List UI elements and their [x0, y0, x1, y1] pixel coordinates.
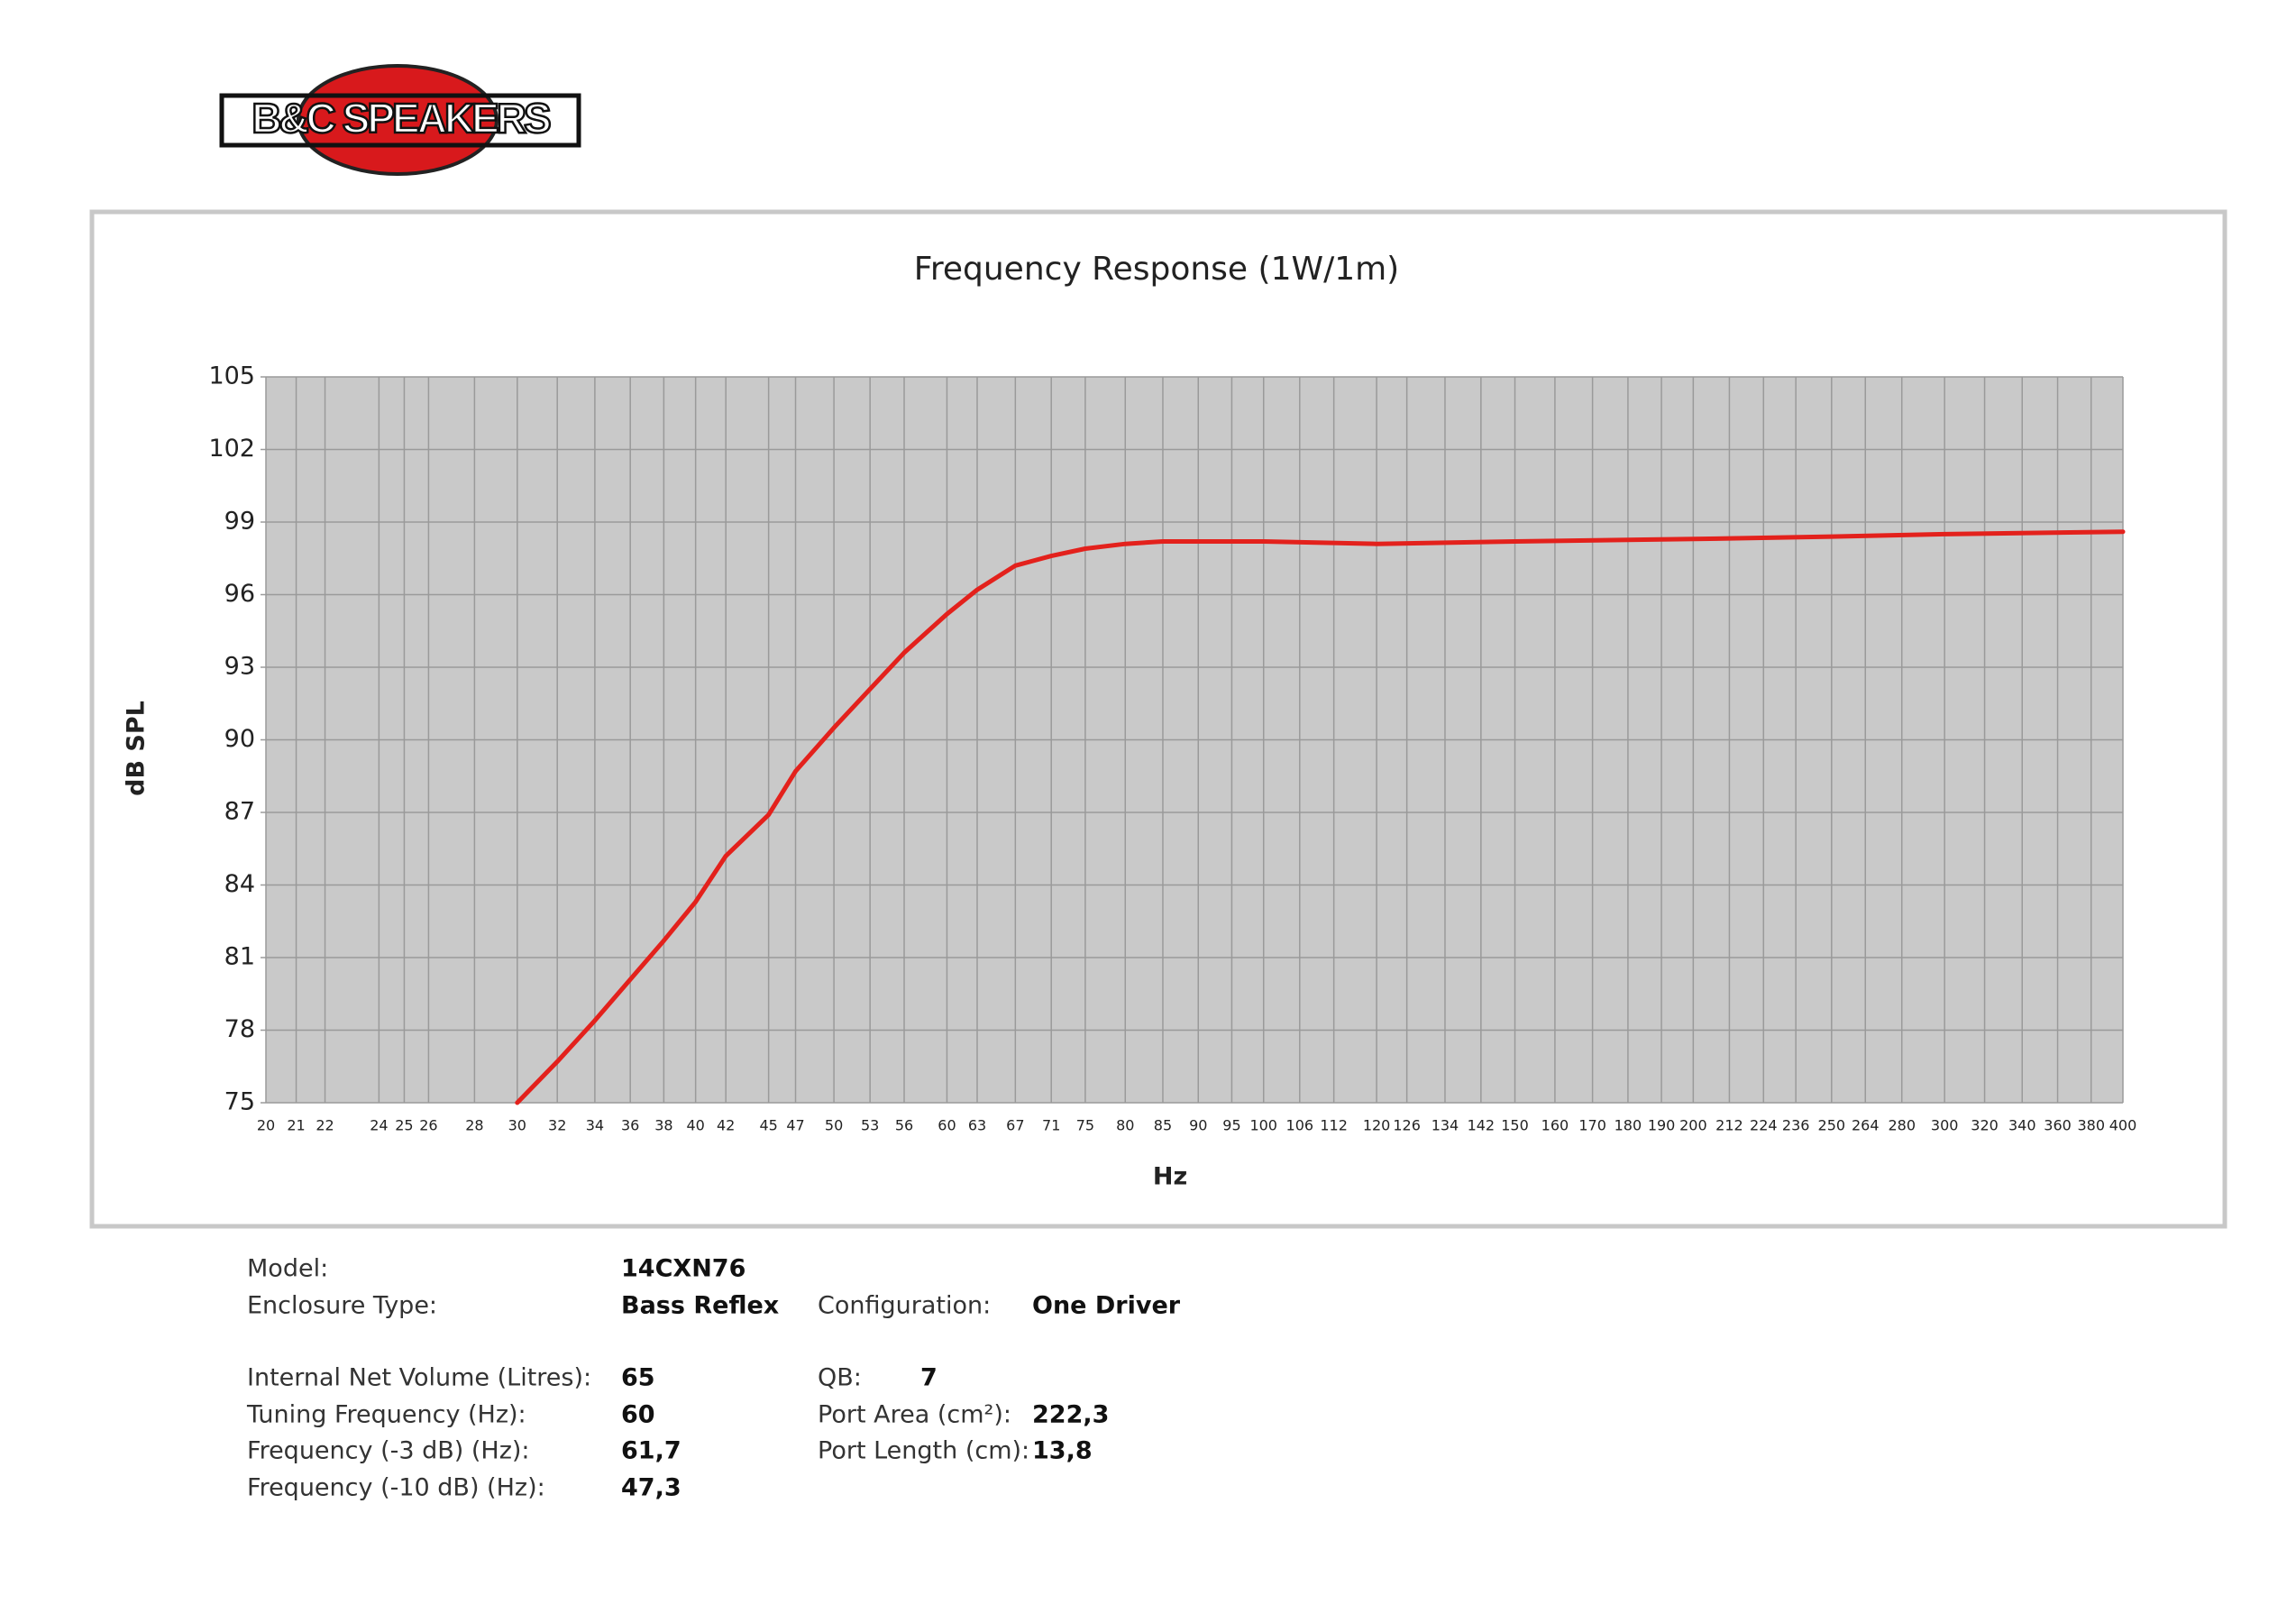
y-tick-label: 87	[224, 798, 255, 826]
x-tick-label: 200	[1679, 1117, 1707, 1134]
x-tick-label: 250	[1818, 1117, 1846, 1134]
spec-label: Frequency (-10 dB) (Hz):	[247, 1474, 545, 1502]
x-tick-label: 180	[1615, 1117, 1642, 1134]
x-tick-label: 300	[1931, 1117, 1959, 1134]
spec-label: Model:	[247, 1255, 328, 1283]
logo-text: B&C SPEAKERS	[252, 95, 550, 142]
x-tick-label: 150	[1501, 1117, 1529, 1134]
x-tick-label: 42	[717, 1117, 735, 1134]
x-axis-label: Hz	[1153, 1163, 1187, 1191]
y-tick-label: 96	[224, 580, 255, 608]
x-tick-label: 112	[1320, 1117, 1348, 1134]
x-tick-label: 360	[2044, 1117, 2072, 1134]
x-tick-label: 28	[465, 1117, 483, 1134]
spec-value: 60	[621, 1401, 655, 1429]
x-tick-label: 75	[1076, 1117, 1094, 1134]
spec-value: 7	[920, 1364, 938, 1392]
x-tick-label: 134	[1432, 1117, 1459, 1134]
spec-value: 61,7	[621, 1437, 681, 1465]
x-tick-label: 400	[2109, 1117, 2137, 1134]
x-tick-label: 34	[586, 1117, 604, 1134]
x-tick-label: 120	[1363, 1117, 1391, 1134]
x-tick-label: 80	[1116, 1117, 1134, 1134]
y-tick-label: 99	[224, 508, 255, 536]
x-tick-label: 25	[395, 1117, 413, 1134]
x-tick-label: 85	[1154, 1117, 1172, 1134]
spec-label: Tuning Frequency (Hz):	[246, 1401, 526, 1429]
x-tick-label: 380	[2077, 1117, 2105, 1134]
spec-label: QB:	[818, 1364, 862, 1392]
x-tick-label: 45	[759, 1117, 777, 1134]
x-tick-label: 56	[895, 1117, 913, 1134]
spec-label: Port Area (cm²):	[818, 1401, 1011, 1429]
x-tick-label: 50	[825, 1117, 843, 1134]
y-tick-label: 102	[208, 435, 255, 463]
y-tick-label: 90	[224, 725, 255, 753]
x-tick-label: 340	[2008, 1117, 2036, 1134]
x-tick-label: 264	[1852, 1117, 1880, 1134]
x-tick-label: 190	[1648, 1117, 1676, 1134]
x-tick-label: 224	[1750, 1117, 1778, 1134]
spec-value: Bass Reflex	[621, 1292, 779, 1320]
x-tick-label: 40	[686, 1117, 704, 1134]
x-tick-label: 320	[1971, 1117, 1999, 1134]
x-tick-label: 212	[1715, 1117, 1743, 1134]
x-tick-label: 47	[786, 1117, 804, 1134]
x-tick-label: 160	[1541, 1117, 1569, 1134]
y-tick-label: 81	[224, 943, 255, 971]
x-tick-label: 22	[316, 1117, 334, 1134]
x-tick-label: 170	[1578, 1117, 1606, 1134]
x-tick-label: 236	[1782, 1117, 1810, 1134]
spec-label: Port Length (cm):	[818, 1437, 1029, 1465]
x-tick-label: 100	[1249, 1117, 1277, 1134]
x-tick-label: 24	[370, 1117, 388, 1134]
spec-value: 65	[621, 1364, 655, 1392]
x-tick-label: 95	[1222, 1117, 1240, 1134]
x-tick-label: 38	[654, 1117, 672, 1134]
x-tick-label: 60	[938, 1117, 956, 1134]
x-tick-label: 126	[1393, 1117, 1421, 1134]
x-tick-label: 36	[621, 1117, 639, 1134]
x-tick-label: 53	[861, 1117, 879, 1134]
x-tick-label: 32	[548, 1117, 566, 1134]
spec-label: Frequency (-3 dB) (Hz):	[247, 1437, 530, 1465]
x-tick-label: 142	[1468, 1117, 1496, 1134]
x-tick-label: 63	[968, 1117, 986, 1134]
spec-label: Configuration:	[818, 1292, 991, 1320]
data-line	[515, 529, 2126, 1105]
x-tick-label: 106	[1286, 1117, 1314, 1134]
x-tick-label: 26	[419, 1117, 437, 1134]
logo: B&C SPEAKERS	[219, 64, 581, 176]
spec-value: 14CXN76	[621, 1255, 746, 1283]
logo-box	[219, 93, 581, 148]
y-tick-label: 105	[208, 362, 255, 390]
x-tick-label: 90	[1189, 1117, 1207, 1134]
chart-title: Frequency Response (1W/1m)	[914, 251, 1399, 288]
x-tick-label: 67	[1006, 1117, 1024, 1134]
x-tick-label: 20	[257, 1117, 275, 1134]
specs: Model: 14CXN76 Enclosure Type: Bass Refl…	[246, 1255, 1181, 1502]
y-axis-label: dB SPL	[123, 701, 151, 796]
x-tick-label: 21	[287, 1117, 305, 1134]
x-tick-label: 280	[1888, 1117, 1916, 1134]
spec-value: 47,3	[621, 1474, 681, 1502]
y-tick-label: 93	[224, 653, 255, 681]
spec-value: One Driver	[1032, 1292, 1181, 1320]
y-tick-label: 78	[224, 1015, 255, 1043]
spec-label: Internal Net Volume (Litres):	[247, 1364, 591, 1392]
spec-value: 13,8	[1032, 1437, 1093, 1465]
spec-value: 222,3	[1032, 1401, 1109, 1429]
spec-label: Enclosure Type:	[247, 1292, 437, 1320]
x-tick-label: 71	[1042, 1117, 1060, 1134]
x-tick-label: 30	[508, 1117, 526, 1134]
y-tick-label: 84	[224, 870, 255, 898]
marks	[515, 529, 2126, 1105]
y-tick-label: 75	[224, 1088, 255, 1116]
